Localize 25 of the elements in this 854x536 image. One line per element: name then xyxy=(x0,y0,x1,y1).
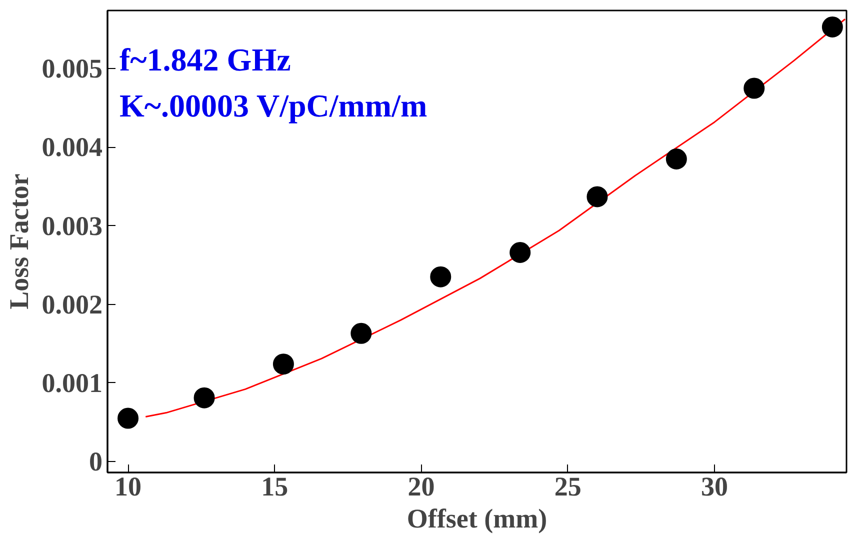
point xyxy=(666,148,687,170)
y-tick-label: 0.003 xyxy=(42,210,102,241)
x-tick-label: 15 xyxy=(261,472,288,502)
point xyxy=(350,322,372,344)
x-axis-title: Offset (mm) xyxy=(406,504,548,534)
y-tick-label: 0.004 xyxy=(42,132,102,162)
point xyxy=(118,408,139,429)
point xyxy=(822,16,843,38)
x-tick-label: 30 xyxy=(701,472,728,502)
point xyxy=(194,387,215,408)
x-tick-label: 25 xyxy=(554,472,582,502)
y-tick-label: 0.001 xyxy=(42,368,102,398)
x-tick-label: 10 xyxy=(114,472,142,502)
point xyxy=(744,78,765,99)
x-tick-label: 20 xyxy=(408,472,435,502)
y-tick-label: 0 xyxy=(89,446,102,476)
point xyxy=(430,266,452,288)
annotation: f~1.842 GHz xyxy=(120,42,291,78)
y-axis-title: Loss Factor xyxy=(4,174,34,310)
y-tick-label: 0.005 xyxy=(42,54,102,84)
point xyxy=(272,354,294,375)
point xyxy=(586,186,608,208)
annotation: K~.00003 V/pC/mm/m xyxy=(120,88,428,124)
y-tick-label: 0.002 xyxy=(42,289,102,320)
point xyxy=(510,242,531,263)
